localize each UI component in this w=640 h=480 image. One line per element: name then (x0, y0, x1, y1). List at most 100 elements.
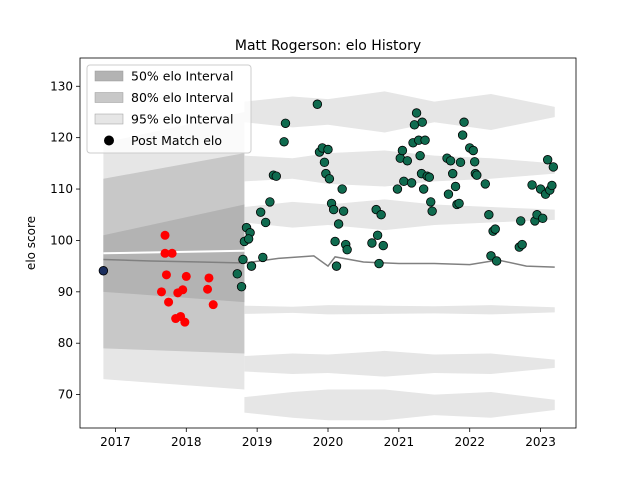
post-match-point (330, 236, 340, 247)
legend-label: 80% elo Interval (131, 90, 233, 105)
post-match-point (378, 240, 388, 251)
post-match-point (367, 238, 377, 248)
x-tick-label: 2023 (525, 435, 556, 449)
early-elo-point (204, 273, 214, 283)
early-elo-point (208, 300, 218, 310)
post-match-point (420, 135, 430, 145)
post-match-point (457, 130, 468, 140)
y-tick-label: 90 (58, 285, 73, 299)
post-match-point (331, 261, 342, 271)
x-tick-label: 2021 (384, 435, 415, 449)
y-tick-label: 70 (58, 388, 73, 402)
post-match-point (402, 156, 413, 166)
lower-interval-ribbon (244, 350, 555, 377)
post-match-point (324, 174, 335, 184)
early-elo-point (160, 230, 170, 240)
upper-interval-ribbon (244, 91, 555, 133)
post-match-point (260, 217, 271, 228)
early-elo-point (156, 287, 166, 297)
post-match-point (372, 230, 383, 240)
post-match-point (397, 145, 408, 156)
post-match-point (312, 99, 323, 109)
y-tick-label: 110 (50, 182, 73, 196)
x-tick-label: 2019 (242, 435, 273, 449)
post-match-point (455, 157, 466, 168)
post-match-point (323, 144, 333, 155)
x-tick-label: 2020 (313, 435, 344, 449)
post-match-point (279, 137, 289, 147)
post-match-point (417, 117, 427, 127)
post-match-point (374, 258, 384, 269)
early-elo-point (181, 271, 191, 281)
post-match-point (406, 178, 417, 188)
early-elo-point (178, 285, 188, 295)
early-elo-point (160, 248, 170, 258)
y-tick-label: 120 (50, 131, 73, 145)
post-match-point (548, 162, 559, 172)
post-match-point (415, 150, 425, 161)
post-match-point (472, 170, 482, 180)
post-match-point (328, 204, 339, 215)
post-match-point (537, 213, 548, 224)
x-tick-label: 2022 (454, 435, 485, 449)
post-match-point (547, 180, 557, 191)
early-elo-point (167, 248, 177, 258)
initial-elo-point (98, 266, 109, 276)
post-match-point (427, 206, 437, 216)
post-match-point (484, 210, 494, 220)
y-tick-label: 130 (50, 79, 73, 93)
legend-label: 95% elo Interval (131, 112, 233, 127)
mean-elo-line (103, 255, 555, 268)
y-axis-label: elo score (24, 216, 38, 270)
post-match-point (392, 184, 403, 194)
early-elo-point (203, 284, 213, 294)
early-elo-point (180, 317, 190, 327)
legend-swatch (94, 113, 124, 125)
legend-box (86, 64, 252, 154)
post-match-point (491, 256, 502, 266)
post-match-point (469, 157, 480, 167)
post-match-point (342, 244, 352, 255)
post-match-point (424, 172, 435, 182)
legend-label: 50% elo Interval (131, 69, 233, 84)
post-match-point (399, 176, 409, 187)
post-match-point (246, 261, 257, 271)
early-elo-point (164, 297, 174, 307)
legend-label: Post Match elo (131, 133, 222, 148)
plot-area (98, 91, 559, 421)
post-match-point (258, 252, 268, 263)
post-match-point (238, 254, 248, 265)
post-match-point (516, 216, 526, 226)
x-tick-label: 2017 (100, 435, 131, 449)
post-match-point (409, 120, 420, 130)
post-match-point (517, 239, 527, 250)
post-match-point (459, 117, 469, 127)
post-match-point (418, 184, 429, 194)
legend-swatch (94, 92, 124, 103)
legend: 50% elo Interval 80% elo Interval 95% elo … (86, 64, 252, 154)
post-match-point (376, 210, 386, 220)
y-tick-label: 80 (58, 336, 73, 350)
post-match-point (454, 198, 464, 209)
chart-title: Matt Rogerson: elo History (235, 38, 421, 54)
post-match-point (490, 224, 500, 234)
y-axis-ticks: 70 80 90 100 110 120 130 (50, 79, 80, 402)
legend-swatch (94, 70, 124, 82)
post-match-point (243, 234, 254, 244)
x-tick-label: 2018 (171, 435, 202, 449)
post-match-point (480, 179, 491, 189)
post-match-point (448, 168, 458, 179)
post-match-point (338, 206, 349, 216)
upper-interval-ribbon (244, 199, 555, 231)
lower-interval-ribbon (244, 389, 555, 421)
post-match-point (333, 219, 344, 229)
post-match-point (468, 145, 478, 156)
post-match-point (443, 189, 454, 199)
post-match-point (426, 197, 436, 207)
post-match-point (265, 197, 275, 207)
post-match-point (445, 156, 456, 166)
post-match-point (527, 180, 537, 190)
x-axis-ticks: 2017 2018 2019 2020 2021 2022 2023 (100, 428, 556, 449)
y-tick-label: 100 (50, 233, 73, 247)
lower-interval-ribbon (244, 305, 555, 315)
